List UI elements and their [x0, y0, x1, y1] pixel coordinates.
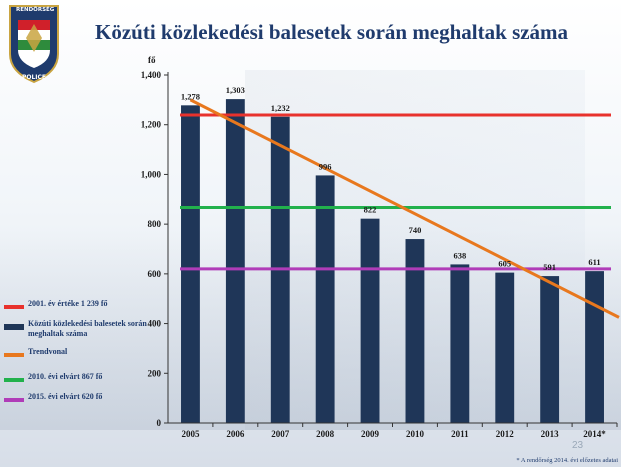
legend-label: Közúti közlekedési balesetek során megha… — [28, 319, 147, 338]
chart-title: Közúti közlekedési balesetek során megha… — [95, 20, 569, 44]
legend-label: 2010. évi elvárt 867 fő — [28, 372, 103, 381]
bar — [540, 276, 560, 423]
bar — [585, 271, 604, 423]
y-tick-label: 400 — [148, 319, 162, 329]
y-tick-label: 800 — [148, 219, 162, 229]
legend-swatch — [4, 378, 24, 382]
y-tick-label: 200 — [148, 368, 162, 378]
bar — [225, 99, 245, 424]
logo-bottom-text: POLICE — [21, 74, 47, 81]
data-label: 1,278 — [181, 91, 200, 101]
footnote: * A rendőrség 2014. évi előzetes adatai — [516, 457, 618, 464]
data-label: 822 — [364, 205, 377, 215]
bar — [495, 272, 515, 423]
y-axis-label: fő — [148, 55, 156, 65]
x-tick-label: 2011 — [451, 429, 469, 439]
x-tick-label: 2007 — [271, 429, 290, 439]
background-cityscape — [0, 230, 621, 430]
data-label: 605 — [498, 259, 511, 269]
trendline — [189, 98, 620, 319]
legend-swatch — [4, 324, 24, 330]
data-label: 740 — [409, 225, 422, 235]
data-label: 611 — [588, 257, 600, 267]
legend-swatch — [4, 305, 24, 309]
y-tick-label: 1,000 — [141, 169, 162, 179]
police-logo: RENDŐRSÉG POLICE — [6, 4, 62, 84]
y-tick-label: 1,200 — [141, 120, 162, 130]
data-label: 638 — [453, 250, 466, 260]
bar — [315, 175, 335, 423]
data-label: 1,232 — [271, 103, 290, 113]
legend-label: Trendvonal — [28, 347, 68, 356]
x-tick-label: 2009 — [361, 429, 380, 439]
data-label: 996 — [319, 161, 332, 171]
bar — [405, 239, 425, 423]
legend-swatch — [4, 398, 24, 402]
slide-number: 23 — [572, 440, 584, 451]
x-tick-label: 2010 — [406, 429, 425, 439]
data-label: 591 — [543, 262, 556, 272]
x-tick-label: 2006 — [226, 429, 245, 439]
bar — [450, 264, 470, 423]
legend-label: 2015. évi elvárt 620 fő — [28, 392, 103, 401]
y-tick-label: 1,400 — [141, 70, 162, 80]
bar — [181, 105, 200, 423]
x-tick-label: 2013 — [541, 429, 560, 439]
y-tick-label: 600 — [148, 269, 162, 279]
x-tick-label: 2008 — [316, 429, 335, 439]
bar — [360, 218, 380, 423]
logo-top-text: RENDŐRSÉG — [16, 7, 55, 13]
x-tick-label: 2012 — [496, 429, 515, 439]
police-shield-icon — [9, 5, 59, 84]
legend-label: 2001. év értéke 1 239 fő — [28, 299, 108, 308]
legend-swatch — [4, 353, 24, 357]
y-tick-label: 0 — [157, 418, 162, 428]
data-label: 1,303 — [226, 85, 245, 95]
x-tick-label: 2005 — [181, 429, 200, 439]
x-tick-label: 2014* — [583, 429, 606, 439]
